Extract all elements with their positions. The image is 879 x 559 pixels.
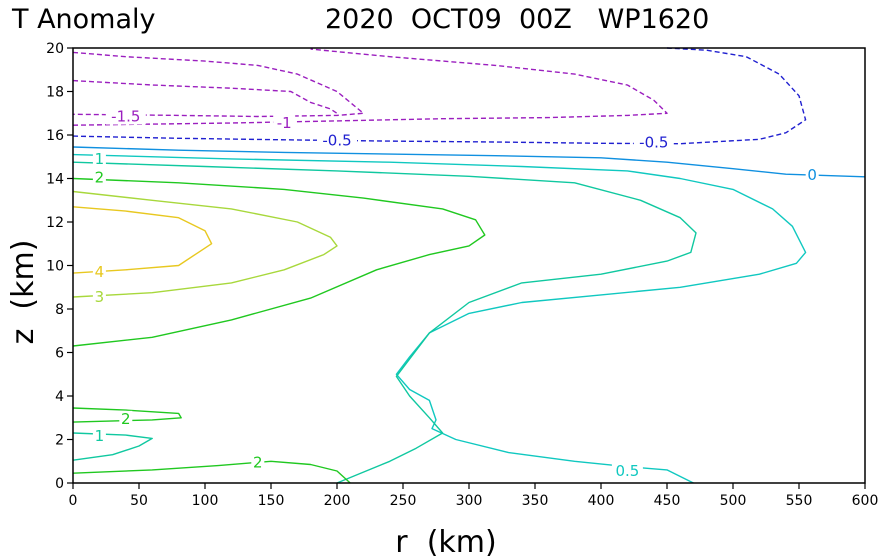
chart-title-right: 2020 OCT09 00Z WP1620 [325, 4, 709, 35]
contour-label-0: 0 [807, 166, 817, 184]
contour-label-bg [92, 150, 106, 167]
y-tick-label: 18 [46, 85, 64, 101]
contour-label-0.5: 0.5 [615, 462, 639, 480]
contour-line-2 [72, 407, 182, 423]
contour-label-bg [317, 132, 357, 149]
y-tick-label: 16 [46, 128, 64, 144]
contour-line-4 [72, 206, 213, 274]
x-tick-label: 500 [720, 493, 747, 509]
x-tick-label: 250 [390, 493, 417, 509]
contour-line-1 [72, 161, 697, 484]
contour-line--1.5 [72, 51, 365, 118]
x-tick-label: 550 [786, 493, 813, 509]
contour-label-bg [92, 289, 106, 306]
x-axis-title: r (km) [395, 525, 496, 559]
y-tick-label: 4 [55, 389, 64, 405]
y-axis-title: z (km) [6, 240, 41, 345]
x-tick-label: 300 [456, 493, 483, 509]
contour-label-2: 2 [121, 410, 131, 428]
contour-line-2 [72, 177, 486, 347]
x-tick-label: 200 [324, 493, 351, 509]
chart-title-left: T Anomaly [11, 4, 156, 35]
x-tick-label: 400 [588, 493, 615, 509]
contour-label-4: 4 [95, 263, 105, 281]
contour-line--0.5 [72, 47, 807, 145]
y-tick-label: 2 [55, 433, 64, 449]
contour-label-bg [273, 115, 296, 132]
contour-label-bg [805, 167, 819, 184]
contour-label-3: 3 [95, 288, 105, 306]
y-tick-label: 6 [55, 346, 64, 362]
y-tick-label: 14 [46, 172, 64, 188]
contour-label-bg [251, 454, 265, 471]
contour-label-bg [92, 428, 106, 445]
y-tick-label: 12 [46, 215, 64, 231]
contour-label-2: 2 [253, 453, 263, 471]
x-tick-label: 100 [192, 493, 219, 509]
contour-label-1: 1 [95, 427, 105, 445]
x-tick-label: 450 [654, 493, 681, 509]
y-tick-label: 20 [46, 41, 64, 57]
contour-label-bg [92, 169, 106, 186]
contour-label-2: 2 [95, 168, 105, 186]
contour-label-bg [633, 134, 674, 151]
contour-label-1: 1 [95, 150, 105, 168]
y-tick-label: 0 [55, 476, 64, 492]
contour-label--1.5: -1.5 [111, 108, 140, 126]
x-tick-label: 50 [130, 493, 148, 509]
contour-lines [72, 47, 866, 484]
contour-label-bg [92, 264, 106, 281]
contour-line--1 [72, 48, 668, 126]
x-tick-label: 0 [69, 493, 78, 509]
contour-label-bg [105, 108, 146, 125]
contour-line-0.5 [72, 153, 807, 484]
y-axis: 0 2 4 6 8 10 12 14 16 18 20 [46, 41, 73, 492]
contour-line-1 [72, 432, 153, 461]
contour-line-0 [72, 146, 866, 178]
contour-label--0.5: -0.5 [639, 134, 668, 152]
y-tick-label: 10 [46, 259, 64, 275]
x-tick-label: 600 [852, 493, 879, 509]
plot-frame [72, 47, 866, 484]
contour-line--1.5 [72, 79, 338, 114]
y-tick-label: 8 [55, 302, 64, 318]
contour-label-bg [611, 463, 643, 480]
contour-label--1: -1 [277, 114, 292, 132]
contour-line-2 [72, 460, 351, 484]
contour-label-bg [119, 410, 133, 427]
contour-line-3 [72, 190, 338, 298]
contour-label--0.5: -0.5 [322, 131, 351, 149]
x-tick-label: 150 [258, 493, 285, 509]
x-tick-label: 350 [522, 493, 549, 509]
x-axis: 0 50 100 150 200 250 300 350 400 450 500 550 600 [69, 483, 879, 509]
